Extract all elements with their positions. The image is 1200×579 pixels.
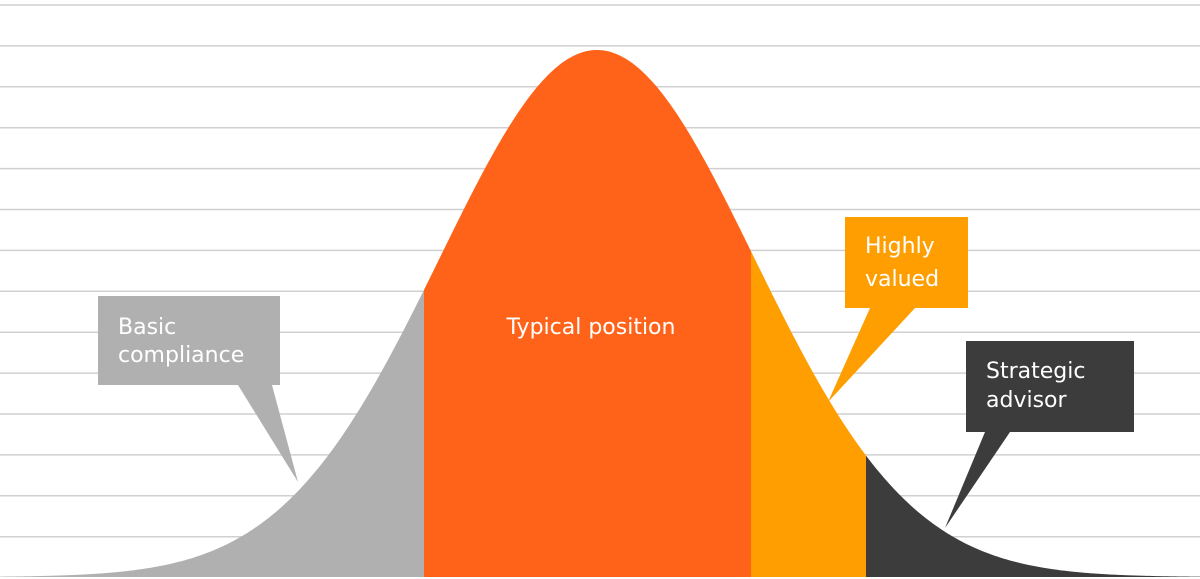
callout-tail	[945, 432, 1010, 528]
callout-box	[845, 217, 968, 308]
callout-text: Strategic advisor	[986, 359, 1092, 413]
callout-tail	[828, 308, 915, 402]
segment-label: Typical position	[506, 315, 676, 340]
text-line: Basic	[118, 315, 176, 340]
text-line: advisor	[986, 388, 1068, 413]
callout-text: Highly valued	[865, 234, 942, 292]
callout-box	[98, 296, 280, 385]
curve-segment	[424, 50, 751, 577]
text-line: Highly	[865, 234, 935, 259]
curve-segment	[866, 455, 1200, 577]
callout-text: Basic compliance	[118, 315, 244, 368]
text-line: Typical position	[506, 315, 676, 340]
callout-highly: Highly valued	[828, 217, 968, 402]
callout-box	[966, 341, 1134, 432]
text-line: valued	[865, 267, 939, 292]
curve-segment	[751, 251, 866, 577]
callout-basic: Basic compliance	[98, 296, 298, 482]
text-line: compliance	[118, 343, 244, 368]
callout-tail	[238, 385, 298, 482]
callout-strategic: Strategic advisor	[945, 341, 1134, 528]
bell-curve	[0, 50, 1200, 577]
curve-segment	[0, 289, 424, 577]
text-line: Strategic	[986, 359, 1085, 384]
